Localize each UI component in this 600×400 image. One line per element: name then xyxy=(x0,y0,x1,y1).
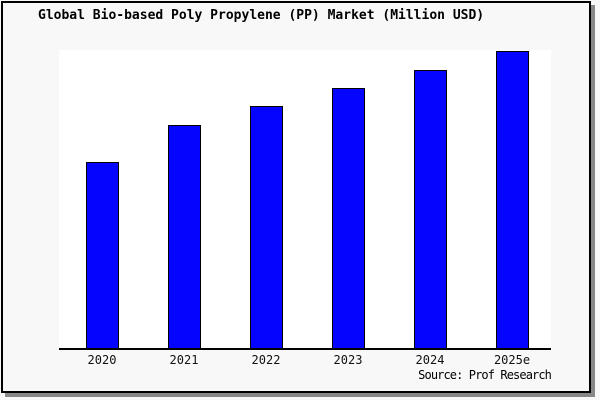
bar-2023 xyxy=(331,88,365,348)
bar-2025e xyxy=(495,51,529,348)
x-label-2024: 2024 xyxy=(415,353,445,367)
x-label-2020: 2020 xyxy=(87,353,117,367)
x-label-2021: 2021 xyxy=(169,353,199,367)
x-label-2022: 2022 xyxy=(251,353,281,367)
bar-2020 xyxy=(85,162,119,348)
bar-2024 xyxy=(413,70,447,348)
plot-area xyxy=(59,50,551,350)
chart-title: Global Bio-based Poly Propylene (PP) Mar… xyxy=(38,8,485,23)
chart-stage: Global Bio-based Poly Propylene (PP) Mar… xyxy=(3,3,589,391)
chart-frame: Global Bio-based Poly Propylene (PP) Mar… xyxy=(1,1,591,393)
source-credit: Source: Prof Research xyxy=(418,368,552,382)
bar-2021 xyxy=(167,125,201,348)
x-label-2023: 2023 xyxy=(333,353,363,367)
x-label-2025e: 2025e xyxy=(493,353,531,367)
bar-2022 xyxy=(249,106,283,348)
